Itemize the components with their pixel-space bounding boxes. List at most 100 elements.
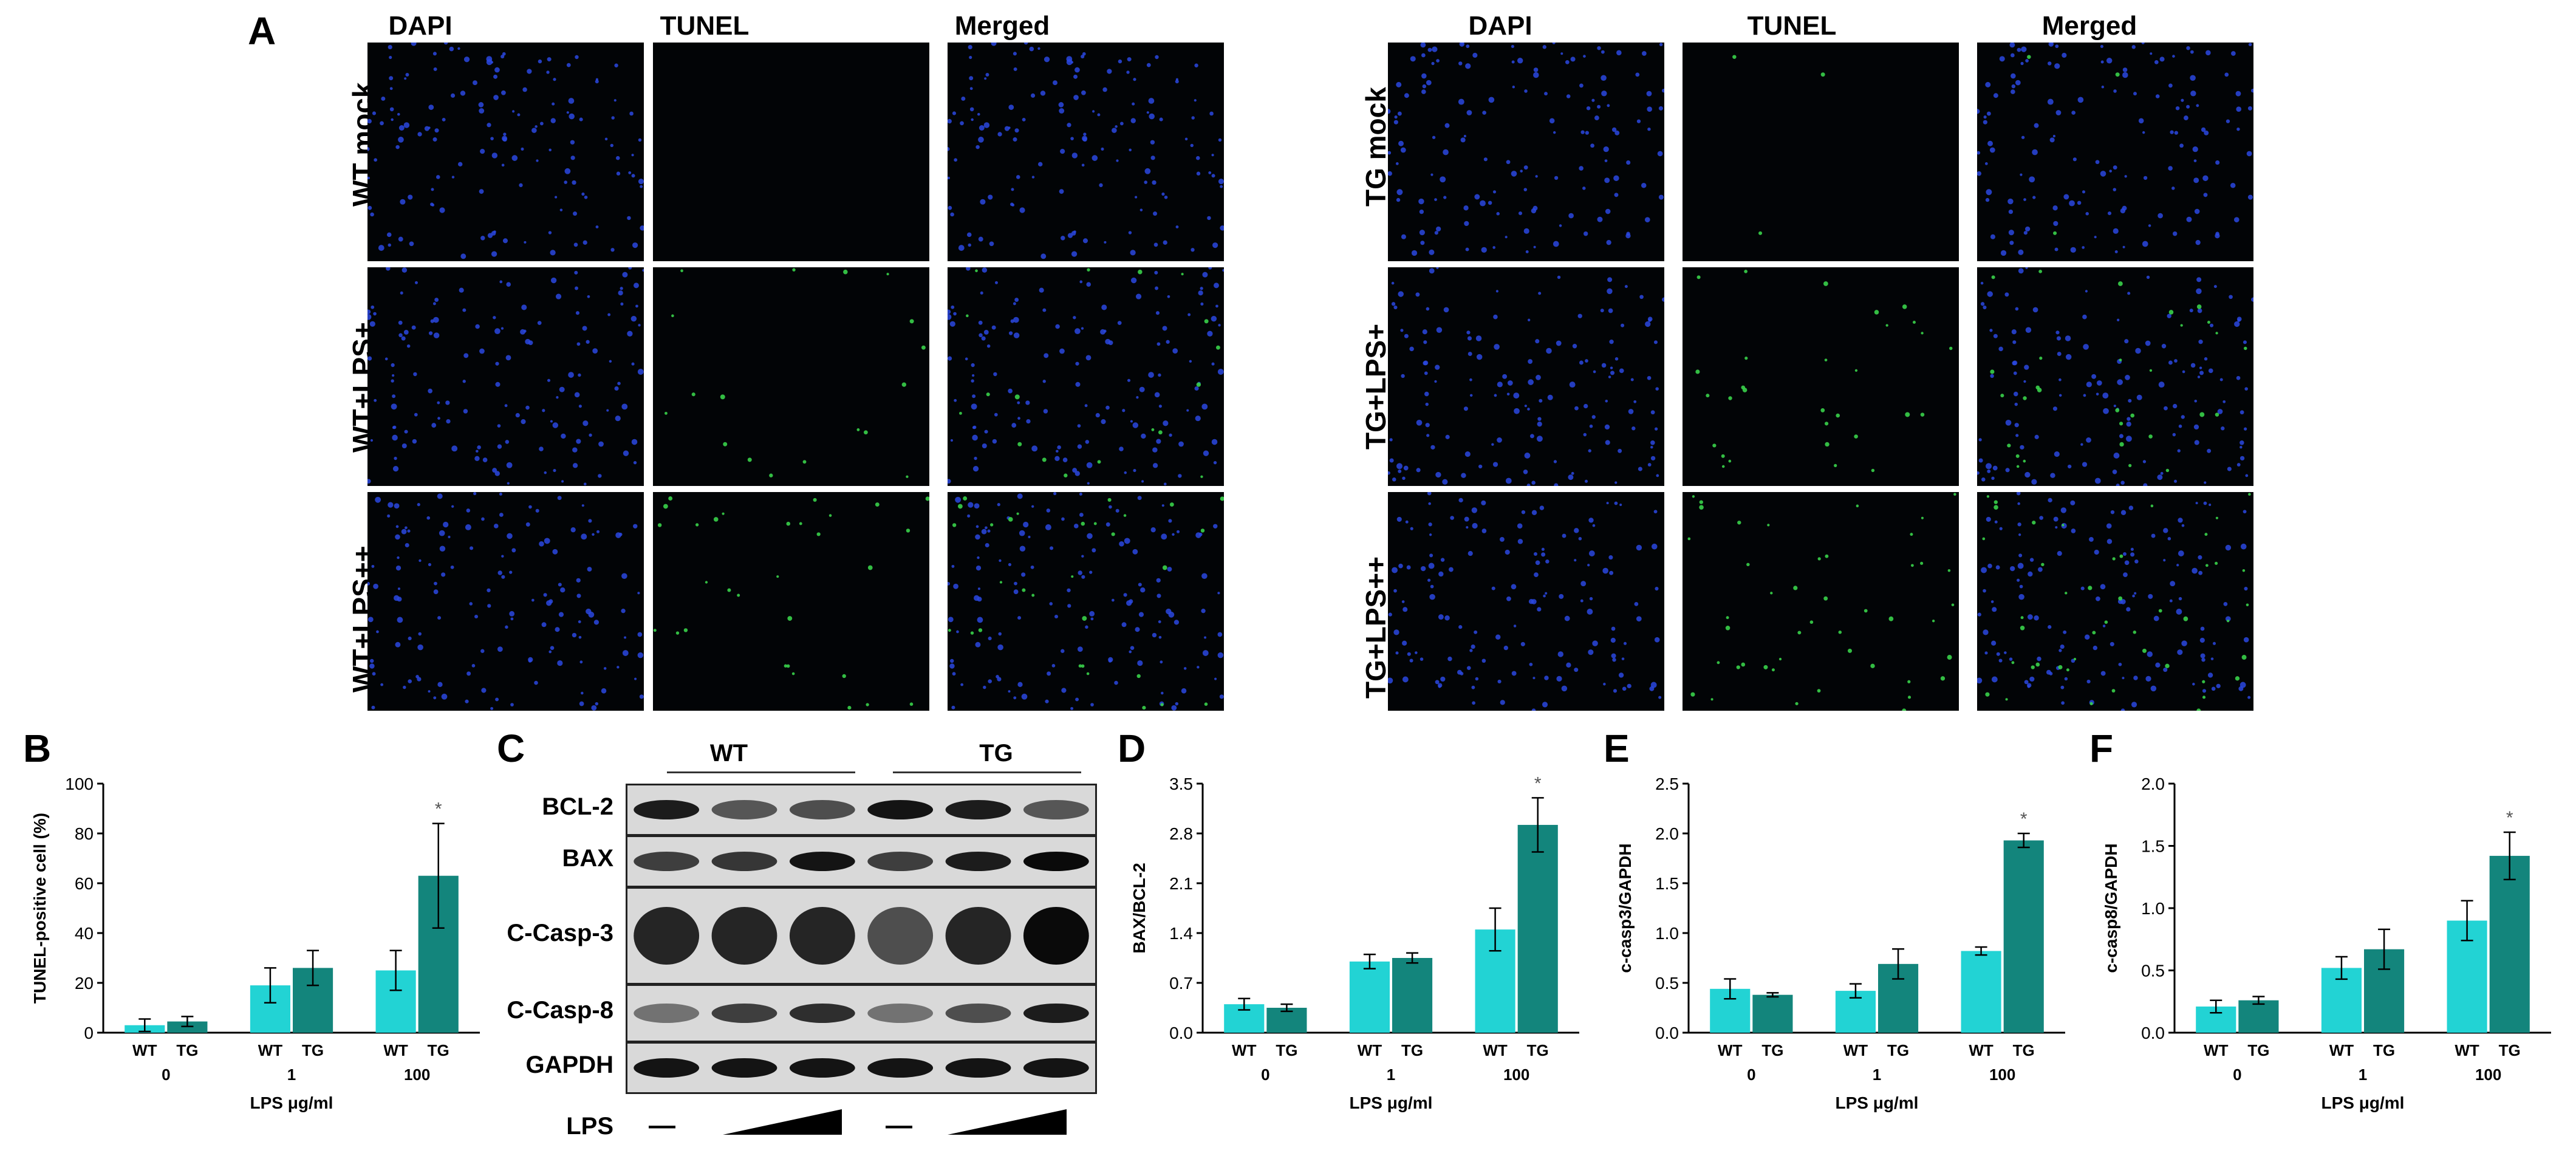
micrograph-wt-row1-merged bbox=[948, 43, 1224, 261]
micrograph-wt-row2-merged bbox=[948, 267, 1224, 486]
x-subcategory-label: TG bbox=[2013, 1041, 2035, 1059]
x-subcategory-label: TG bbox=[2373, 1041, 2395, 1059]
panel-letter-f: F bbox=[2089, 727, 2114, 770]
x-subcategory-label: TG bbox=[1276, 1041, 1297, 1059]
col-title-merged-left: Merged bbox=[954, 11, 1050, 41]
x-subcategory-label: TG bbox=[302, 1041, 324, 1059]
x-subcategory-label: TG bbox=[1401, 1041, 1423, 1059]
y-tick-label: 1.0 bbox=[1655, 924, 1679, 943]
micrograph-wt-row3-tunel bbox=[653, 492, 929, 711]
micrograph-tg-row1-tunel bbox=[1683, 43, 1959, 261]
x-subcategory-label: WT bbox=[132, 1041, 157, 1059]
x-subcategory-label: WT bbox=[2204, 1041, 2229, 1059]
bar-tg-100 bbox=[2489, 855, 2530, 1033]
x-subcategory-label: WT bbox=[1483, 1041, 1508, 1059]
significance-marker: * bbox=[2020, 809, 2028, 829]
y-tick-label: 1.0 bbox=[2141, 899, 2165, 918]
significance-marker: * bbox=[1534, 773, 1542, 793]
x-category-label: 100 bbox=[404, 1065, 430, 1084]
y-tick-label: 40 bbox=[75, 924, 94, 943]
y-tick-label: 1.5 bbox=[2141, 837, 2165, 856]
micrograph-tg-row1-dapi bbox=[1388, 43, 1664, 261]
y-tick-label: 100 bbox=[65, 775, 94, 793]
col-title-tunel-right: TUNEL bbox=[1747, 11, 1837, 41]
micrograph-wt-row3-dapi bbox=[367, 492, 644, 711]
x-axis-label: LPS μg/ml bbox=[2321, 1093, 2405, 1112]
lps-mock-dash-tg: — bbox=[886, 1110, 912, 1140]
x-subcategory-label: WT bbox=[2455, 1041, 2479, 1059]
panel-letter-b: B bbox=[23, 727, 52, 770]
row-label-tg-lps1: TG+LPS+ bbox=[1360, 323, 1392, 450]
x-subcategory-label: WT bbox=[383, 1041, 408, 1059]
panel-letter-a: A bbox=[248, 9, 276, 53]
x-subcategory-label: WT bbox=[1843, 1041, 1868, 1059]
x-category-label: 0 bbox=[2233, 1065, 2241, 1084]
panel-letter-c: C bbox=[497, 727, 525, 770]
x-subcategory-label: TG bbox=[1527, 1041, 1549, 1059]
lps-dose-wedge-wt bbox=[723, 1109, 842, 1135]
y-tick-label: 0.0 bbox=[1655, 1024, 1679, 1042]
y-tick-label: 60 bbox=[75, 874, 94, 893]
micrograph-tg-row3-merged bbox=[1977, 492, 2253, 711]
y-tick-label: 0.7 bbox=[1169, 974, 1193, 993]
x-subcategory-label: WT bbox=[1232, 1041, 1257, 1059]
y-tick-label: 2.0 bbox=[1655, 824, 1679, 843]
chart-b-tunel: 0 20 40 60 80 100 TUNEL-positive cell (%) WT TG 0… bbox=[30, 775, 480, 1112]
y-tick-label: 2.1 bbox=[1169, 874, 1193, 893]
micrograph-wt-row2-tunel bbox=[653, 267, 929, 486]
x-axis-label: LPS μg/ml bbox=[250, 1093, 333, 1112]
y-tick-label: 0.5 bbox=[2141, 962, 2165, 980]
y-tick-label: 2.0 bbox=[2141, 775, 2165, 793]
x-category-label: 100 bbox=[1989, 1065, 2015, 1084]
y-tick-label: 2.8 bbox=[1169, 824, 1193, 843]
y-tick-label: 0.5 bbox=[1655, 974, 1679, 993]
blot-strip-bcl-2 bbox=[626, 784, 1097, 836]
micrograph-wt-row1-dapi bbox=[367, 43, 644, 261]
blot-group-tg-line bbox=[893, 771, 1081, 773]
significance-marker: * bbox=[435, 799, 442, 819]
x-category-label: 0 bbox=[1747, 1065, 1755, 1084]
micrograph-tg-row1-merged bbox=[1977, 43, 2253, 261]
x-category-label: 1 bbox=[287, 1065, 296, 1084]
y-tick-label: 80 bbox=[75, 824, 94, 843]
x-subcategory-label: TG bbox=[176, 1041, 198, 1059]
x-category-label: 1 bbox=[2359, 1065, 2367, 1084]
bar-tg-100 bbox=[2003, 840, 2044, 1033]
micrograph-tg-row2-dapi bbox=[1388, 267, 1664, 486]
x-subcategory-label: TG bbox=[428, 1041, 449, 1059]
col-title-tunel-left: TUNEL bbox=[660, 11, 750, 41]
y-tick-label: 1.5 bbox=[1655, 874, 1679, 893]
bar-tg-100 bbox=[1517, 824, 1558, 1033]
micrograph-tg-row2-merged bbox=[1977, 267, 2253, 486]
x-subcategory-label: TG bbox=[2499, 1041, 2521, 1059]
lps-dose-wedge-tg bbox=[948, 1109, 1067, 1135]
x-subcategory-label: TG bbox=[1887, 1041, 1909, 1059]
blot-group-wt: WT bbox=[709, 740, 748, 767]
col-title-dapi-left: DAPI bbox=[388, 11, 453, 41]
lps-row-label: LPS bbox=[566, 1113, 613, 1140]
y-axis-label: BAX/BCL-2 bbox=[1130, 863, 1149, 953]
bar-tg-0 bbox=[2238, 1000, 2279, 1033]
blot-label-c-casp-3: C-Casp-3 bbox=[507, 919, 613, 946]
x-subcategory-label: WT bbox=[258, 1041, 283, 1059]
blot-strip-bax bbox=[626, 835, 1097, 887]
y-tick-label: 0 bbox=[84, 1024, 94, 1042]
blot-group-wt-line bbox=[667, 771, 855, 773]
y-tick-label: 20 bbox=[75, 974, 94, 993]
x-category-label: 1 bbox=[1387, 1065, 1395, 1084]
micrograph-wt-row3-merged bbox=[948, 492, 1224, 711]
y-tick-label: 0.0 bbox=[2141, 1024, 2165, 1042]
y-axis-label: TUNEL-positive cell (%) bbox=[30, 813, 49, 1004]
y-tick-label: 0.0 bbox=[1169, 1024, 1193, 1042]
blot-strip-c-casp-8 bbox=[626, 984, 1097, 1042]
blot-label-gapdh: GAPDH bbox=[525, 1052, 613, 1078]
x-subcategory-label: TG bbox=[2247, 1041, 2269, 1059]
x-subcategory-label: WT bbox=[1358, 1041, 1382, 1059]
bar-wt-1 bbox=[1349, 961, 1390, 1033]
micrograph-wt-row2-dapi bbox=[367, 267, 644, 486]
blot-strip-gapdh bbox=[626, 1042, 1097, 1094]
x-category-label: 0 bbox=[162, 1065, 170, 1084]
